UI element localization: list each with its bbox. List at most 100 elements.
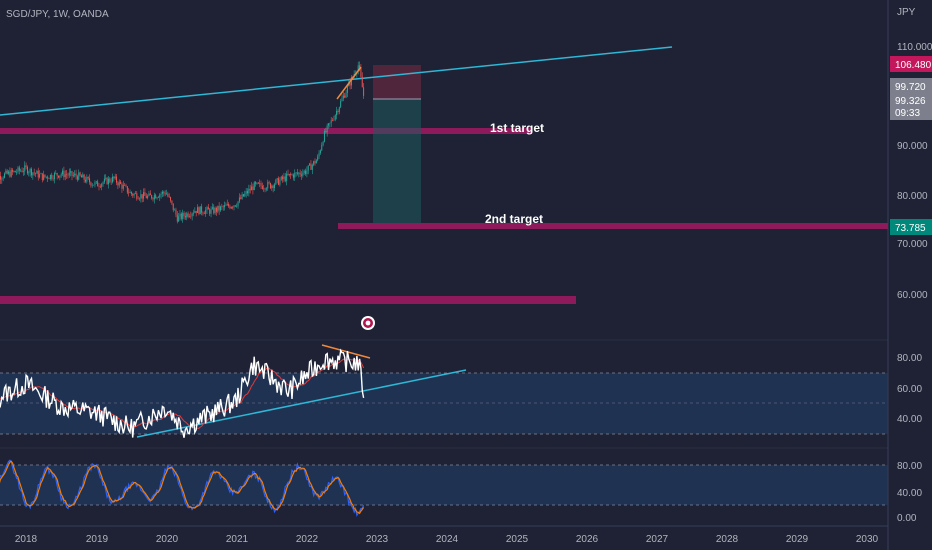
candle bbox=[253, 182, 255, 190]
first-target-label: 1st target bbox=[490, 121, 544, 135]
candle bbox=[103, 178, 105, 183]
candle bbox=[149, 193, 151, 196]
candle bbox=[186, 213, 188, 218]
candle bbox=[78, 172, 80, 180]
candle bbox=[199, 206, 201, 215]
first-target-band[interactable] bbox=[0, 128, 532, 134]
candle bbox=[85, 179, 86, 182]
candle bbox=[284, 176, 286, 182]
price-divergence-line[interactable] bbox=[336, 66, 362, 100]
candle bbox=[298, 172, 300, 174]
candle bbox=[10, 169, 12, 177]
candle bbox=[59, 175, 61, 178]
candle bbox=[182, 212, 184, 219]
candle bbox=[36, 170, 38, 174]
candle bbox=[124, 185, 126, 186]
y-tick-80: 80.000 bbox=[897, 191, 928, 202]
candle bbox=[68, 172, 70, 176]
candle bbox=[175, 209, 177, 215]
candle bbox=[101, 183, 103, 187]
y-tick-60: 60.000 bbox=[897, 290, 928, 301]
candle bbox=[45, 176, 47, 178]
candle bbox=[191, 213, 193, 217]
candle bbox=[76, 176, 78, 180]
candle bbox=[144, 192, 146, 196]
candle bbox=[217, 205, 219, 212]
candle bbox=[336, 110, 338, 116]
candle bbox=[1, 178, 3, 180]
year-label-2023: 2023 bbox=[366, 534, 389, 545]
candle bbox=[303, 170, 305, 173]
candle bbox=[18, 167, 20, 171]
candle bbox=[363, 87, 365, 96]
candle bbox=[215, 207, 217, 212]
rsi-tick-40: 40.00 bbox=[897, 414, 922, 425]
candle bbox=[310, 163, 312, 170]
candle bbox=[14, 170, 16, 173]
countdown-text: 09:33 bbox=[895, 108, 920, 119]
candle bbox=[278, 178, 280, 185]
candle bbox=[132, 193, 134, 196]
candle bbox=[333, 119, 335, 121]
candle bbox=[39, 174, 41, 178]
candle bbox=[184, 216, 186, 218]
candle bbox=[242, 194, 244, 197]
candle bbox=[17, 167, 19, 173]
year-label-2019: 2019 bbox=[86, 534, 109, 545]
candle bbox=[152, 198, 154, 200]
candle bbox=[32, 172, 34, 176]
candle bbox=[360, 67, 362, 77]
year-label-2026: 2026 bbox=[576, 534, 599, 545]
candle bbox=[163, 191, 165, 194]
candle bbox=[178, 216, 180, 222]
candle bbox=[286, 173, 288, 182]
candle bbox=[296, 172, 298, 174]
candle bbox=[209, 209, 211, 214]
candle bbox=[151, 195, 153, 199]
second-target-band[interactable] bbox=[338, 223, 888, 229]
candle bbox=[139, 198, 140, 200]
candle bbox=[205, 210, 207, 214]
candle bbox=[272, 185, 274, 189]
candle bbox=[47, 176, 49, 179]
candle bbox=[211, 207, 213, 209]
current-price-badge bbox=[890, 78, 932, 120]
candle bbox=[29, 168, 31, 173]
candle bbox=[109, 178, 111, 182]
position-target-zone[interactable] bbox=[373, 99, 421, 223]
rsi-divergence-line[interactable] bbox=[321, 344, 371, 359]
candle bbox=[113, 176, 115, 179]
candle bbox=[33, 172, 35, 174]
candle bbox=[172, 203, 174, 211]
candle bbox=[74, 173, 76, 176]
resistance-trendline[interactable] bbox=[0, 46, 673, 116]
candle bbox=[269, 183, 271, 189]
candle bbox=[56, 173, 58, 176]
candle bbox=[344, 95, 346, 98]
candle bbox=[167, 193, 169, 197]
position-stop-zone[interactable] bbox=[373, 65, 421, 99]
target-icon[interactable] bbox=[361, 316, 375, 330]
candle bbox=[155, 195, 157, 199]
candle bbox=[299, 172, 301, 175]
support-zone-band[interactable] bbox=[0, 296, 576, 304]
candle bbox=[257, 182, 259, 184]
candle bbox=[256, 182, 258, 184]
candle bbox=[137, 198, 139, 200]
year-label-2028: 2028 bbox=[716, 534, 739, 545]
year-label-2025: 2025 bbox=[506, 534, 529, 545]
candle bbox=[338, 107, 340, 113]
candle bbox=[280, 176, 282, 180]
candle bbox=[143, 192, 145, 199]
symbol-label[interactable]: SGD/JPY, 1W, OANDA bbox=[6, 9, 109, 20]
candle bbox=[136, 193, 138, 199]
time-axis[interactable]: 2018 2019 2020 2021 2022 2023 2024 2025 … bbox=[15, 534, 879, 545]
candle bbox=[342, 95, 344, 99]
candle bbox=[141, 194, 143, 199]
rsi-line bbox=[0, 348, 365, 438]
candle bbox=[129, 191, 131, 193]
candle bbox=[311, 164, 313, 170]
candle bbox=[349, 82, 351, 86]
candle bbox=[314, 161, 316, 164]
